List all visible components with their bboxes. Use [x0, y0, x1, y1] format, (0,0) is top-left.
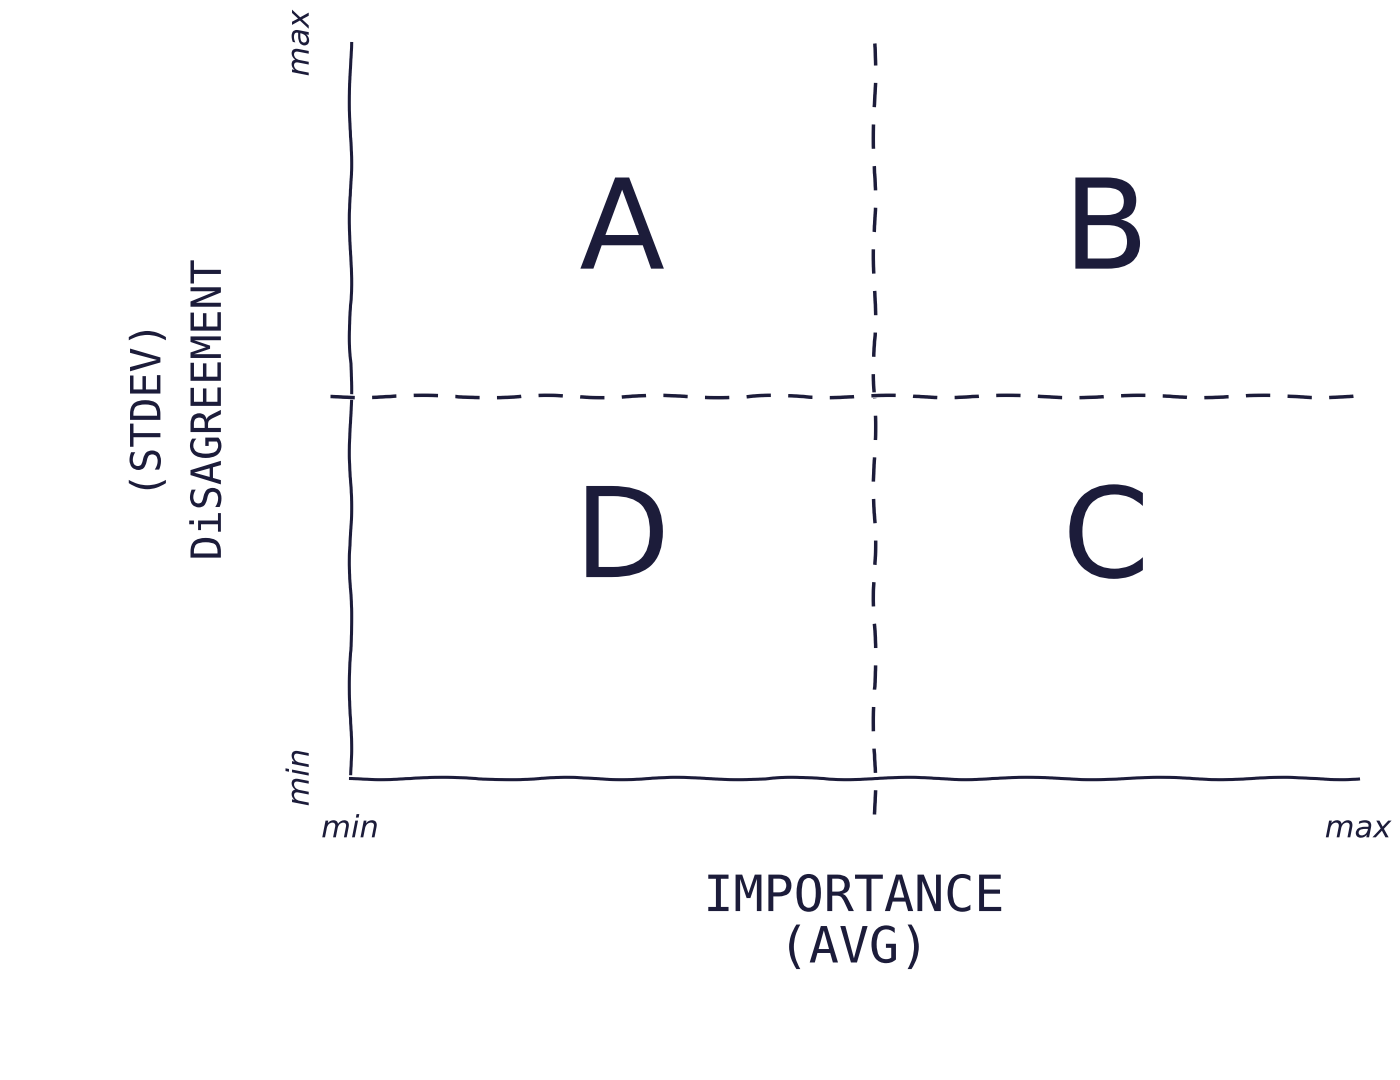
Text: C: C [1063, 482, 1149, 603]
Text: min: min [321, 814, 379, 843]
Text: IMPORTANCE: IMPORTANCE [703, 873, 1005, 921]
Text: min: min [286, 748, 315, 807]
Text: max: max [286, 10, 315, 77]
Text: B: B [1063, 174, 1149, 295]
Text: max: max [1324, 814, 1392, 843]
Text: DiSAGREEMENT: DiSAGREEMENT [188, 260, 230, 561]
Text: (STDEV): (STDEV) [127, 323, 169, 498]
Text: A: A [580, 174, 665, 295]
Text: D: D [574, 482, 671, 603]
Text: (AVG): (AVG) [778, 924, 930, 972]
